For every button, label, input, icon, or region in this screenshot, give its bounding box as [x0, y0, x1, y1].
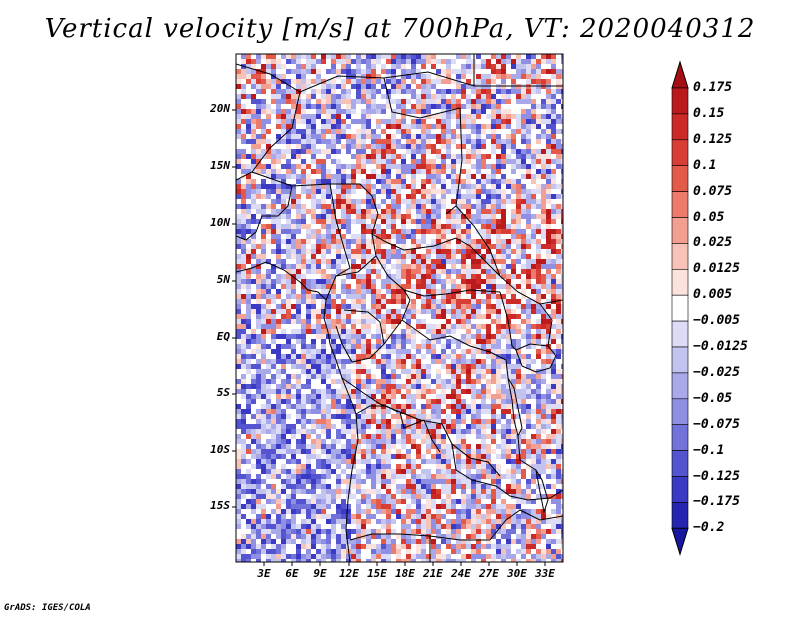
colorbar-segment	[671, 476, 689, 503]
colorbar-label: −0.2	[693, 520, 725, 536]
lat-label: 10S	[210, 443, 230, 456]
colorbar-label: −0.1	[693, 442, 725, 458]
colorbar-label: 0.025	[693, 235, 733, 251]
lake-tanganyika	[507, 377, 523, 438]
colorbar-segment	[671, 398, 689, 425]
lon-label: 12E	[339, 567, 359, 580]
lake-malawi	[535, 469, 549, 514]
colorbar-label: 0.125	[693, 131, 733, 147]
lake-victoria	[515, 343, 557, 373]
colorbar-label: 0.15	[693, 105, 725, 121]
axis-ticks	[232, 109, 546, 566]
colorbar-segment	[671, 217, 689, 244]
map-title: Vertical velocity [m/s] at 700hPa, VT: 2…	[44, 14, 756, 44]
colorbar-segment	[671, 320, 689, 348]
colorbar-label: 0.005	[693, 287, 733, 303]
colorbar-label: 0.0125	[693, 261, 740, 277]
lon-label: 24E	[451, 567, 471, 580]
colorbar-label: −0.05	[693, 390, 733, 406]
colorbar-top-arrow	[671, 60, 689, 89]
colorbar-segment	[671, 424, 689, 451]
lon-label: 21E	[423, 567, 443, 580]
lon-label: 30E	[507, 567, 527, 580]
colorbar-segment	[671, 294, 689, 322]
colorbar-label: 0.05	[693, 209, 725, 225]
colorbar-label: −0.125	[693, 468, 740, 484]
colorbar-label: 0.1	[693, 157, 717, 173]
colorbar-segment	[671, 346, 689, 374]
country-borders	[236, 54, 563, 562]
colorbar-label: 0.175	[693, 80, 733, 95]
colorbar-label: −0.075	[693, 416, 740, 432]
coastline	[236, 261, 359, 562]
grads-credit: GrADS: IGES/COLA	[4, 603, 91, 613]
colorbar-bottom-arrow	[671, 527, 689, 557]
lon-label: 33E	[535, 567, 555, 580]
map-frame	[235, 53, 564, 563]
colorbar-segment	[671, 191, 689, 218]
colorbar-segment	[671, 165, 689, 192]
lon-label: 15E	[367, 567, 387, 580]
colorbar-label: −0.025	[693, 364, 740, 380]
lat-label: EQ	[216, 330, 230, 343]
colorbar-segment	[671, 243, 689, 270]
colorbar-segment	[671, 87, 689, 115]
lon-label: 9E	[313, 567, 327, 580]
lat-label: 15N	[210, 159, 230, 172]
lat-label: 10N	[210, 216, 230, 229]
lat-label: 5S	[216, 386, 230, 399]
lat-label: 20N	[210, 102, 230, 115]
lon-label: 27E	[479, 567, 499, 580]
colorbar-label: 0.075	[693, 183, 733, 199]
colorbar-segment	[671, 502, 689, 529]
colorbar-segment	[671, 372, 689, 400]
lon-label: 18E	[395, 567, 415, 580]
lat-label: 15S	[210, 499, 230, 512]
lon-label: 6E	[285, 567, 299, 580]
lat-label: 5N	[216, 273, 230, 286]
colorbar-segment	[671, 139, 689, 167]
colorbar-segment	[671, 268, 689, 296]
colorbar	[671, 60, 689, 557]
colorbar-label: −0.175	[693, 494, 740, 510]
colorbar-segment	[671, 113, 689, 141]
colorbar-label: −0.005	[693, 313, 740, 329]
colorbar-segment	[671, 450, 689, 477]
colorbar-label: −0.0125	[693, 339, 748, 354]
lon-label: 3E	[257, 567, 271, 580]
vertical-velocity-field	[236, 54, 563, 562]
